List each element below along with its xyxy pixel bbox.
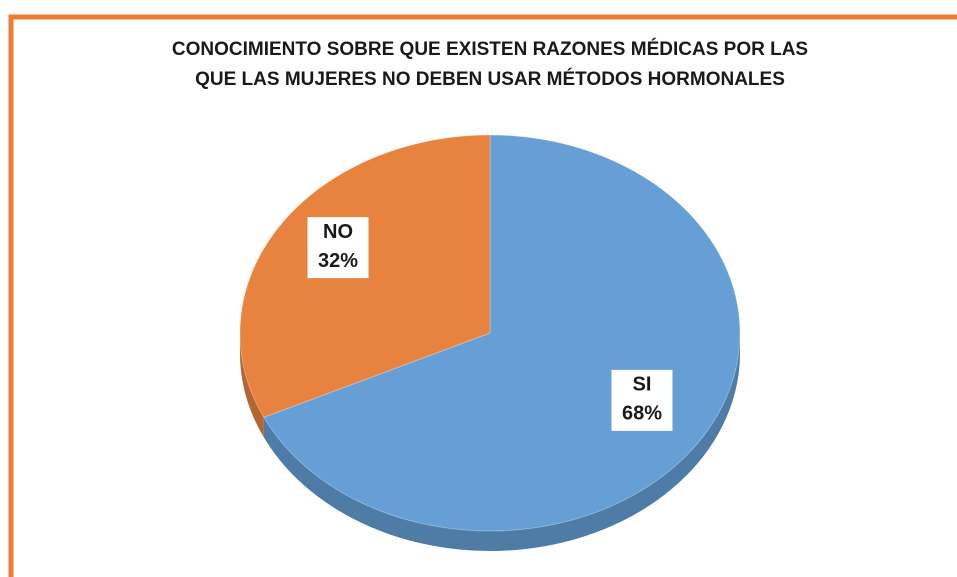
data-label-category: NO xyxy=(323,221,353,243)
chart-title: CONOCIMIENTO SOBRE QUE EXISTEN RAZONES M… xyxy=(172,38,808,60)
slice xyxy=(263,134,741,532)
slice-side-shade xyxy=(240,333,264,438)
chart-border xyxy=(8,14,957,577)
slice-side xyxy=(240,333,264,438)
data-label-value: 68% xyxy=(622,403,662,425)
data-label-value: 32% xyxy=(318,250,358,272)
data-label-category: SI xyxy=(633,374,652,396)
chart-title: QUE LAS MUJERES NO DEBEN USAR MÉTODOS HO… xyxy=(195,68,785,90)
data-label-box xyxy=(610,368,674,432)
data-label-box xyxy=(306,216,370,280)
